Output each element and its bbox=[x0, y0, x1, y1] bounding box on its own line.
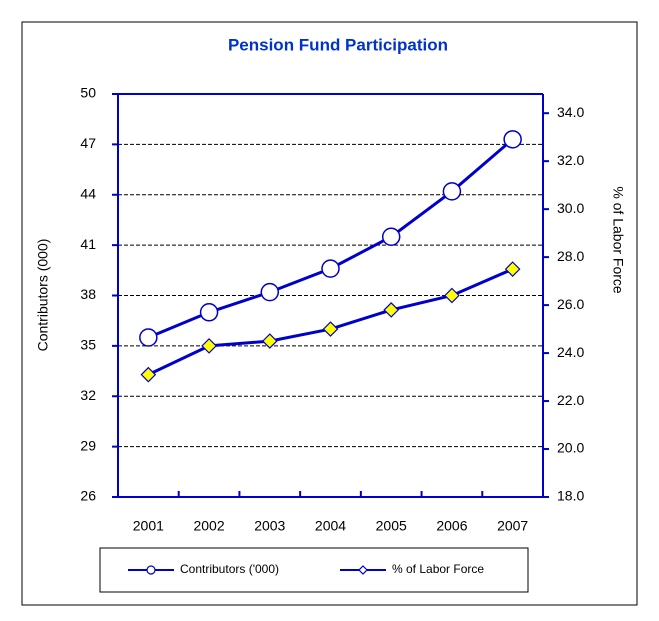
chart-border bbox=[21, 21, 638, 606]
y-tick-label: 41 bbox=[80, 236, 96, 252]
y-tick-label: 47 bbox=[80, 135, 96, 151]
data-point bbox=[503, 130, 522, 149]
data-point bbox=[199, 303, 219, 322]
y2-tick-label: 30.0 bbox=[557, 200, 584, 216]
data-point bbox=[201, 338, 217, 354]
y-tick-label: 44 bbox=[80, 185, 96, 201]
y2-tick-label: 28.0 bbox=[557, 248, 584, 264]
x-tick-label: 2007 bbox=[497, 518, 528, 534]
data-point bbox=[444, 287, 460, 304]
x-tick-label: 2005 bbox=[376, 518, 407, 534]
y2-tick-label: 34.0 bbox=[557, 104, 584, 120]
y2-tick-label: 18.0 bbox=[557, 488, 584, 504]
data-point bbox=[383, 302, 400, 318]
y2-tick-label: 32.0 bbox=[557, 152, 584, 168]
legend-marker bbox=[146, 565, 156, 575]
data-point bbox=[260, 282, 280, 302]
data-point bbox=[381, 227, 401, 246]
y-tick-label: 35 bbox=[80, 337, 96, 353]
x-tick-label: 2004 bbox=[315, 518, 346, 534]
y-tick-label: 32 bbox=[80, 387, 96, 403]
chart-title: Pension Fund Participation bbox=[228, 35, 448, 54]
data-point bbox=[140, 366, 157, 383]
y-tick-label: 38 bbox=[80, 286, 96, 302]
y2-tick-label: 26.0 bbox=[557, 296, 584, 312]
y-axis-label: Contributors (000) bbox=[35, 239, 51, 352]
x-tick-label: 2006 bbox=[436, 518, 467, 534]
legend-marker bbox=[358, 565, 368, 575]
y2-axis-label: % of Labor Force bbox=[610, 186, 626, 294]
y2-tick-label: 24.0 bbox=[557, 344, 584, 360]
data-point bbox=[261, 333, 278, 349]
data-point bbox=[322, 321, 339, 337]
x-tick-label: 2001 bbox=[133, 518, 164, 534]
data-point bbox=[321, 259, 340, 278]
x-tick-label: 2003 bbox=[254, 518, 285, 534]
y2-tick-label: 20.0 bbox=[557, 440, 584, 456]
legend-label: Contributors ('000) bbox=[180, 562, 279, 576]
y2-tick-label: 22.0 bbox=[557, 392, 584, 408]
y-tick-label: 29 bbox=[80, 437, 96, 453]
data-point bbox=[504, 261, 521, 277]
y-tick-label: 26 bbox=[80, 488, 96, 504]
x-tick-label: 2002 bbox=[193, 518, 224, 534]
y-tick-label: 50 bbox=[80, 85, 96, 101]
legend-label: % of Labor Force bbox=[392, 562, 484, 576]
data-point bbox=[442, 182, 462, 201]
data-point bbox=[139, 328, 158, 347]
